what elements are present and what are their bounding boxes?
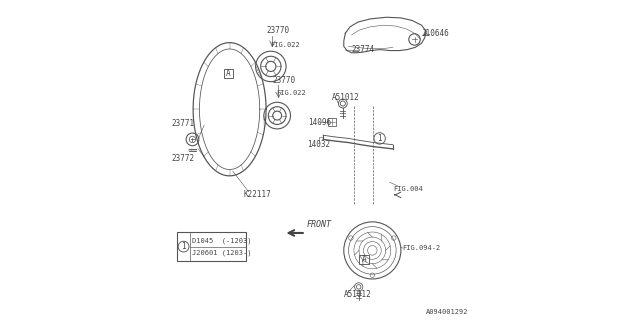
Text: D1045  (-1203): D1045 (-1203) — [192, 237, 252, 244]
Text: 1: 1 — [181, 242, 186, 251]
Text: FIG.004: FIG.004 — [393, 186, 422, 192]
Text: FIG.022: FIG.022 — [276, 90, 306, 96]
Bar — [177, 232, 246, 261]
Text: K22117: K22117 — [243, 190, 271, 199]
Text: FIG.022: FIG.022 — [270, 42, 300, 48]
Bar — [328, 118, 336, 126]
Text: 14096: 14096 — [308, 118, 332, 127]
Text: 23771: 23771 — [172, 119, 195, 128]
Text: 23770: 23770 — [273, 76, 296, 84]
Text: A51012: A51012 — [332, 93, 360, 102]
Text: FIG.094-2: FIG.094-2 — [402, 245, 440, 251]
Text: FRONT: FRONT — [307, 220, 332, 228]
Text: 23770: 23770 — [266, 26, 289, 35]
Text: A51012: A51012 — [344, 290, 372, 299]
Text: A: A — [362, 255, 366, 264]
Text: 23772: 23772 — [172, 154, 195, 163]
Text: J20601 (1203-): J20601 (1203-) — [192, 250, 252, 256]
Text: J10646: J10646 — [422, 28, 449, 38]
Text: 1: 1 — [378, 134, 382, 143]
Text: A: A — [226, 68, 230, 77]
Text: A094001292: A094001292 — [426, 308, 468, 315]
Text: 23774: 23774 — [351, 45, 374, 54]
Text: 14032: 14032 — [307, 140, 330, 149]
